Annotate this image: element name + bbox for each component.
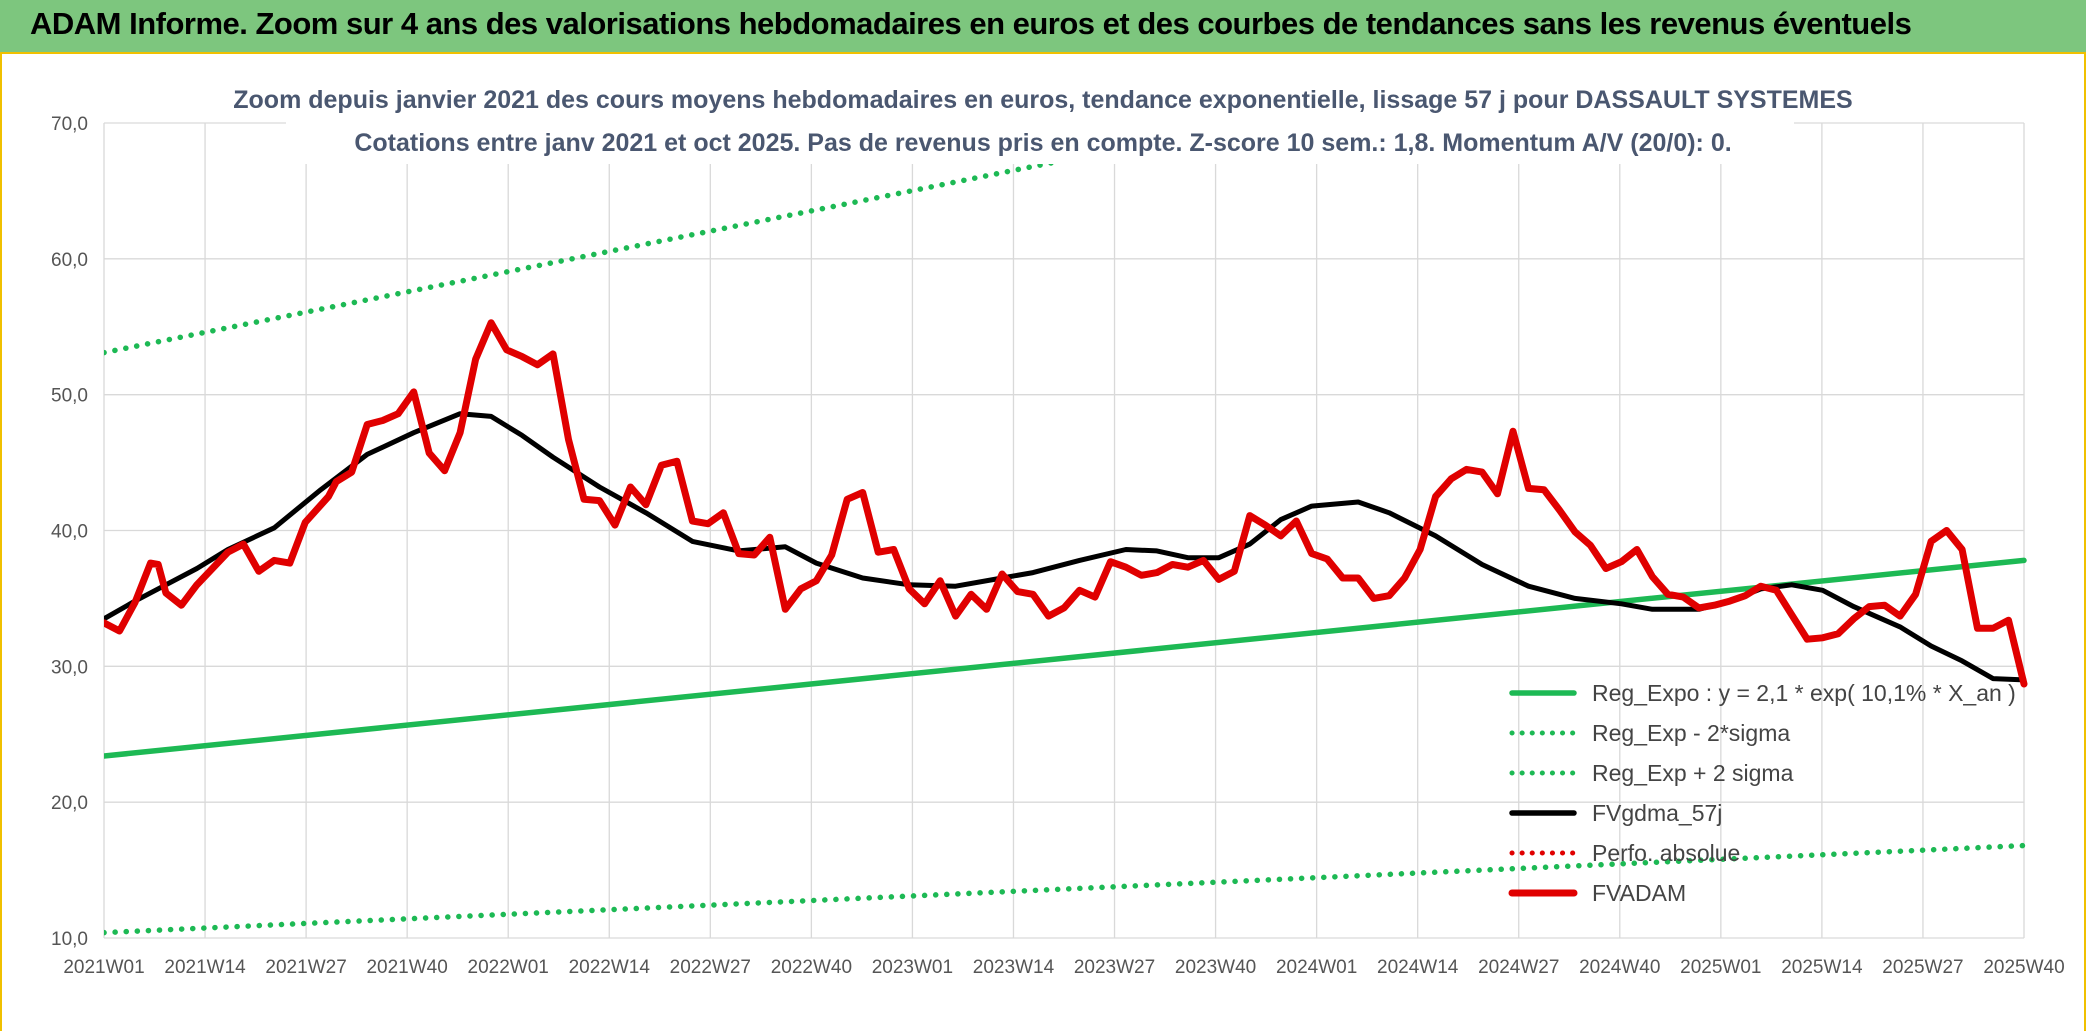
x-tick-label: 2024W40: [1579, 957, 1660, 978]
series-line-reg-exp: [104, 842, 2027, 936]
y-tick-label: 70,0: [51, 114, 88, 135]
y-tick-label: 60,0: [51, 250, 88, 271]
series-line-fvgdma-57j: [104, 411, 2027, 683]
chart-title-line2: Cotations entre janv 2021 et oct 2025. P…: [354, 129, 1731, 157]
chart-grid: [103, 122, 2025, 939]
legend-label: Reg_Exp + 2 sigma: [1592, 760, 1794, 786]
header-banner: ADAM Informe. Zoom sur 4 ans des valoris…: [0, 0, 2086, 54]
chart-title-line1: Zoom depuis janvier 2021 des cours moyen…: [233, 86, 1852, 114]
series-line-fvadam: [104, 319, 2028, 688]
chart-series: [104, 118, 2028, 936]
x-axis-ticks: 2021W01 2021W14 2021W27 2021W40 2022W01 2022W…: [63, 957, 2064, 978]
series-line-reg-exp: [104, 118, 1297, 356]
x-tick-label: 2021W01: [63, 957, 144, 978]
legend-label: FVgdma_57j: [1592, 800, 1722, 826]
x-tick-label: 2022W40: [771, 957, 852, 978]
series-line-reg-expo: [104, 557, 2027, 759]
subtitle-backdrop: [286, 76, 1794, 164]
x-tick-label: 2022W01: [468, 957, 549, 978]
legend-label: Reg_Expo : y = 2,1 * exp( 10,1% * X_an ): [1592, 680, 2016, 706]
x-tick-label: 2023W27: [1074, 957, 1155, 978]
y-axis-ticks: 70,0 60,0 50,0 40,0 30,0 20,0 10,0: [51, 114, 88, 950]
legend-label: FVADAM: [1592, 880, 1686, 906]
x-tick-label: 2025W40: [1983, 957, 2064, 978]
x-tick-label: 2023W14: [973, 957, 1055, 978]
y-tick-label: 20,0: [51, 793, 88, 814]
x-tick-label: 2025W01: [1680, 957, 1761, 978]
x-tick-label: 2024W01: [1276, 957, 1357, 978]
chart-frame: [0, 54, 2086, 1031]
x-tick-label: 2023W40: [1175, 957, 1256, 978]
x-tick-label: 2025W14: [1781, 957, 1863, 978]
x-tick-label: 2025W27: [1882, 957, 1963, 978]
x-tick-label: 2023W01: [872, 957, 953, 978]
legend-label: Reg_Exp - 2*sigma: [1592, 720, 1790, 746]
y-tick-label: 50,0: [51, 386, 88, 407]
chart-legend: Reg_Expo : y = 2,1 * exp( 10,1% * X_an )…: [1508, 680, 2016, 906]
x-tick-label: 2024W14: [1377, 957, 1459, 978]
banner-title: ADAM Informe. Zoom sur 4 ans des valoris…: [30, 6, 1912, 41]
x-tick-label: 2021W27: [265, 957, 346, 978]
x-tick-label: 2022W27: [670, 957, 751, 978]
x-tick-label: 2021W14: [164, 957, 246, 978]
y-tick-label: 30,0: [51, 657, 88, 678]
legend-label: Perfo. absolue: [1592, 840, 1740, 866]
y-tick-label: 40,0: [51, 522, 88, 543]
y-tick-label: 10,0: [51, 929, 88, 950]
x-tick-label: 2021W40: [366, 957, 447, 978]
x-tick-label: 2024W27: [1478, 957, 1559, 978]
x-tick-label: 2022W14: [569, 957, 651, 978]
